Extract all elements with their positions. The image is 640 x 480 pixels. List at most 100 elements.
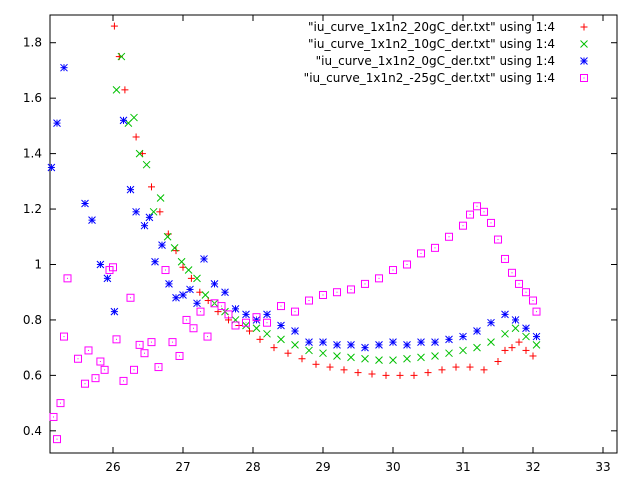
data-point [508,344,516,352]
data-point [501,254,509,263]
y-tick-label: 0.6 [23,368,42,382]
data-point [130,113,138,122]
data-point [154,363,163,372]
data-point [53,119,61,127]
legend-entry: "iu_curve_1x1n2_0gC_der.txt" using 1:4 [316,54,588,68]
data-point [170,244,179,252]
y-tick-label: 0.4 [23,424,42,438]
data-point [396,371,404,379]
data-point [126,185,135,194]
x-tick-label: 28 [245,460,260,474]
data-point [480,366,488,374]
legend-entry: "iu_curve_1x1n2_20gC_der.txt" using 1:4 [308,20,588,34]
data-point [532,307,541,316]
data-point [277,321,285,330]
data-point [529,296,537,305]
data-point [132,133,140,141]
x-tick-label: 26 [105,460,120,474]
data-point [529,352,537,360]
data-point [445,335,453,344]
data-point [277,302,285,311]
data-point [473,327,481,335]
data-point [132,207,140,216]
data-point [100,365,109,374]
legend-label: "iu_curve_1x1n2_10gC_der.txt" using 1:4 [308,37,555,51]
data-point [53,435,61,444]
data-point [473,343,481,352]
data-point [263,318,271,327]
data-point [417,249,425,258]
y-tick-label: 1.6 [23,91,42,105]
data-point [361,279,369,288]
data-point [319,349,327,358]
data-point [522,332,530,341]
data-point [109,263,117,272]
data-point [305,338,313,346]
data-point [438,366,446,374]
data-point [140,349,149,358]
data-point [445,232,453,241]
data-point [156,208,164,216]
data-point [347,285,355,294]
data-point [459,332,467,341]
series-4 [49,202,541,444]
data-point [148,183,155,191]
data-point [96,260,105,269]
data-point [252,316,261,324]
data-point [81,199,89,208]
data-point [135,340,144,349]
chart-marks [47,22,541,444]
data-point [147,338,156,347]
data-point [177,257,186,266]
data-point [319,338,327,346]
data-point [203,332,212,341]
data-point [452,363,460,371]
data-point [60,332,68,341]
data-point [56,399,65,408]
data-point [480,207,488,216]
data-point [88,216,96,224]
data-point [382,371,390,379]
data-point [121,86,129,94]
data-point [459,221,467,230]
y-tick-label: 1.8 [23,36,42,50]
data-point [410,371,418,379]
data-point [389,266,397,275]
data-point [375,274,383,283]
plot-border [49,14,618,454]
data-point [168,338,177,347]
data-point [361,354,369,363]
data-point [175,351,184,360]
data-point [501,346,509,354]
data-point [135,149,144,158]
data-point [291,307,299,316]
data-point [375,356,383,364]
series-2 [112,52,541,364]
data-point [270,344,278,352]
data-point [221,288,229,297]
data-point [340,366,348,374]
data-point [298,355,306,363]
data-point [231,304,240,313]
x-tick-label: 27 [175,460,190,474]
data-point [532,341,541,349]
data-point [187,274,195,282]
x-tick-label: 32 [525,460,540,474]
data-point [60,63,68,72]
data-point [347,341,355,349]
data-point [403,260,411,269]
data-point [511,316,520,324]
legend-entry: "iu_curve_1x1n2_10gC_der.txt" using 1:4 [308,37,588,51]
data-point [117,52,126,61]
y-tick-label: 1.2 [23,202,42,216]
data-point [165,280,173,288]
x-tick-label: 31 [455,460,470,474]
legend-label: "iu_curve_1x1n2_20gC_der.txt" using 1:4 [308,20,555,34]
data-point [200,255,208,263]
y-tick-label: 1 [34,257,42,271]
data-point [119,376,128,385]
data-point [84,346,93,355]
legend-symbol [580,40,588,48]
data-point [156,194,165,202]
